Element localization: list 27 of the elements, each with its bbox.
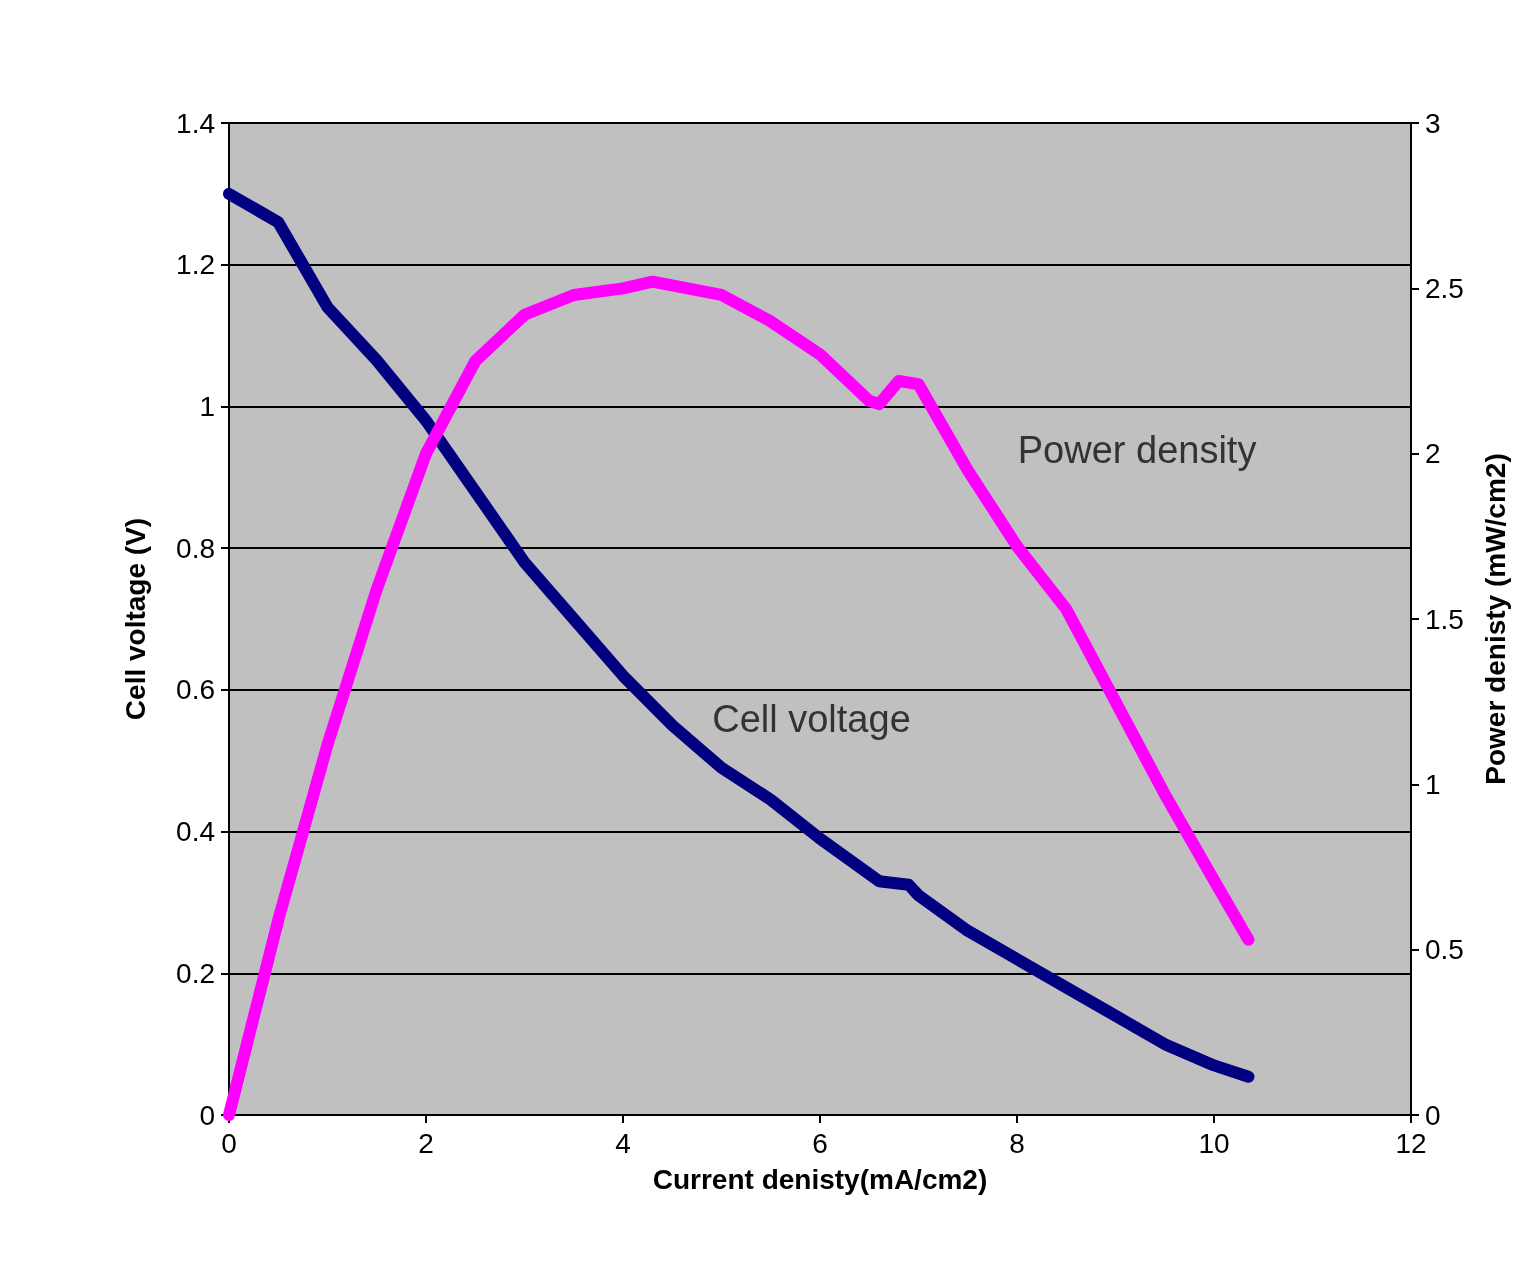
y-tick-label: 1.2	[176, 249, 215, 281]
x-tick-label: 10	[1198, 1127, 1230, 1159]
x-tick-label: 0	[221, 1127, 237, 1159]
y2-tick-label: 0	[1425, 1099, 1441, 1131]
y-tick-label: 1.4	[176, 107, 215, 139]
y2-tick-label: 2	[1425, 438, 1441, 470]
y-tick-label: 0.6	[176, 674, 215, 706]
y2-axis-title: Power denisty (mW/cm2)	[1479, 453, 1511, 785]
x-tick-label: 8	[1009, 1127, 1025, 1159]
y2-tick-label: 3	[1425, 107, 1441, 139]
y-tick-label: 0.2	[176, 957, 215, 989]
series-label: Cell voltage	[712, 697, 911, 740]
series-label: Power density	[1017, 429, 1257, 472]
x-tick-label: 6	[812, 1127, 828, 1159]
y2-tick-label: 1.5	[1425, 603, 1464, 635]
x-tick-label: 2	[418, 1127, 434, 1159]
y-tick-label: 0.4	[176, 816, 215, 848]
y-tick-label: 0	[199, 1099, 215, 1131]
y-axis-title: Cell voltage (V)	[119, 517, 151, 721]
y-tick-label: 0.8	[176, 532, 215, 564]
y2-tick-label: 1	[1425, 768, 1441, 800]
x-tick-label: 12	[1395, 1127, 1427, 1159]
y2-tick-label: 2.5	[1425, 272, 1464, 304]
x-axis-title: Current denisty(mA/cm2)	[652, 1163, 988, 1195]
y2-tick-label: 0.5	[1425, 934, 1464, 966]
y-tick-label: 1	[199, 390, 215, 422]
x-tick-label: 4	[615, 1127, 631, 1159]
